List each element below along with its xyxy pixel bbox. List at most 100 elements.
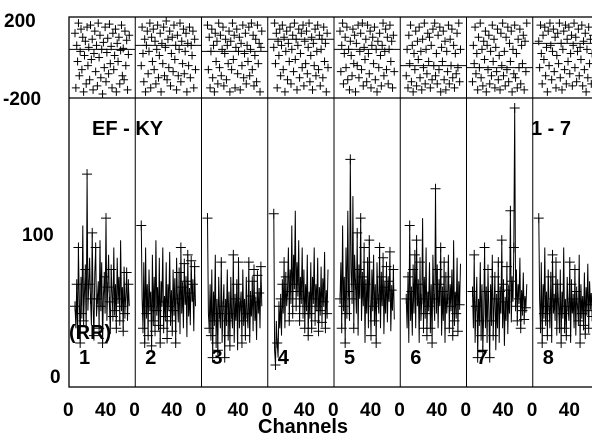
phase-point — [403, 45, 412, 54]
x-tick-0: 0 — [461, 400, 472, 421]
phase-point — [502, 33, 511, 42]
phase-point — [103, 34, 112, 43]
amplitude-point — [416, 293, 427, 304]
phase-point — [250, 51, 259, 60]
phase-point — [521, 37, 530, 46]
amplitude-point — [219, 352, 230, 363]
amplitude-point — [316, 317, 327, 328]
phase-point — [214, 19, 223, 28]
phase-point — [434, 31, 443, 40]
amplitude-point — [273, 301, 284, 312]
amplitude-point — [153, 320, 164, 331]
phase-point — [506, 57, 515, 66]
phase-point — [86, 21, 95, 30]
phase-ytick-bottom: -200 — [3, 89, 41, 110]
phase-point — [205, 33, 214, 42]
x-tick-0: 0 — [328, 400, 339, 421]
amplitude-point — [233, 257, 244, 268]
amplitude-point — [268, 208, 279, 219]
phase-point — [366, 27, 375, 36]
amplitude-point — [476, 330, 487, 341]
amplitude-point — [491, 293, 502, 304]
amp-ytick-0: 0 — [50, 367, 61, 388]
phase-point — [446, 35, 455, 44]
x-tick-40: 40 — [294, 400, 315, 421]
phase-point — [79, 87, 88, 96]
phase-point — [117, 21, 126, 30]
phase-point — [156, 29, 165, 38]
phase-point — [227, 65, 236, 74]
phase-point — [187, 41, 196, 50]
phase-point — [256, 87, 265, 96]
phase-point — [358, 19, 367, 28]
amplitude-point — [545, 271, 556, 282]
phase-point — [404, 31, 413, 40]
phase-point — [511, 73, 520, 82]
phase-point — [483, 41, 492, 50]
amplitude-point — [371, 337, 382, 348]
amplitude-point — [301, 301, 312, 312]
phase-point — [241, 29, 250, 38]
phase-point — [278, 21, 287, 30]
amplitude-point — [238, 315, 249, 326]
phase-point — [319, 23, 328, 32]
phase-point — [439, 27, 448, 36]
amplitude-series-line — [538, 218, 592, 343]
phase-point — [515, 25, 524, 34]
amplitude-point — [148, 315, 159, 326]
phase-point — [386, 57, 395, 66]
phase-point — [248, 65, 257, 74]
phase-point — [474, 33, 483, 42]
phase-point — [146, 83, 155, 92]
phase-point — [91, 67, 100, 76]
phase-point — [324, 63, 332, 72]
phase-point — [496, 29, 505, 38]
phase-point — [497, 61, 506, 70]
amplitude-series-line — [207, 218, 263, 358]
phase-point — [78, 33, 87, 42]
amplitude-point — [563, 301, 574, 312]
amplitude-point — [573, 315, 584, 326]
amplitude-point — [88, 330, 99, 341]
amplitude-point — [384, 246, 395, 257]
baseline-label: 1 — [79, 347, 90, 369]
phase-point — [295, 73, 304, 82]
phase-point — [72, 41, 81, 50]
phase-point — [276, 71, 285, 80]
amplitude-point — [512, 315, 523, 326]
phase-point — [412, 81, 421, 90]
x-tick-40: 40 — [493, 400, 514, 421]
phase-point — [224, 59, 233, 68]
amplitude-point — [581, 305, 592, 316]
phase-point — [427, 41, 436, 50]
phase-point — [167, 49, 176, 58]
phase-point — [101, 23, 110, 32]
amplitude-point — [172, 293, 183, 304]
phase-point — [471, 23, 480, 32]
phase-point — [337, 41, 346, 50]
phase-point — [185, 23, 194, 32]
amplitude-point — [486, 315, 497, 326]
amplitude-point — [355, 213, 366, 224]
phase-point — [82, 79, 91, 88]
phase-point — [170, 55, 179, 64]
amplitude-point — [285, 293, 296, 304]
phase-point — [270, 19, 279, 28]
phase-point — [83, 61, 92, 70]
amplitude-point — [82, 169, 93, 180]
amplitude-point — [549, 293, 560, 304]
phase-point — [540, 23, 549, 32]
amplitude-point — [231, 279, 242, 290]
phase-point — [421, 79, 430, 88]
amplitude-point — [437, 286, 448, 297]
phase-point — [188, 27, 197, 36]
amplitude-point — [221, 315, 232, 326]
phase-point — [140, 35, 149, 44]
phase-point — [308, 85, 317, 94]
phase-point — [376, 51, 385, 60]
phase-point — [577, 21, 586, 30]
phase-point — [138, 23, 147, 32]
phase-point — [254, 59, 263, 68]
phase-point — [81, 37, 90, 46]
amplitude-point — [515, 323, 526, 334]
